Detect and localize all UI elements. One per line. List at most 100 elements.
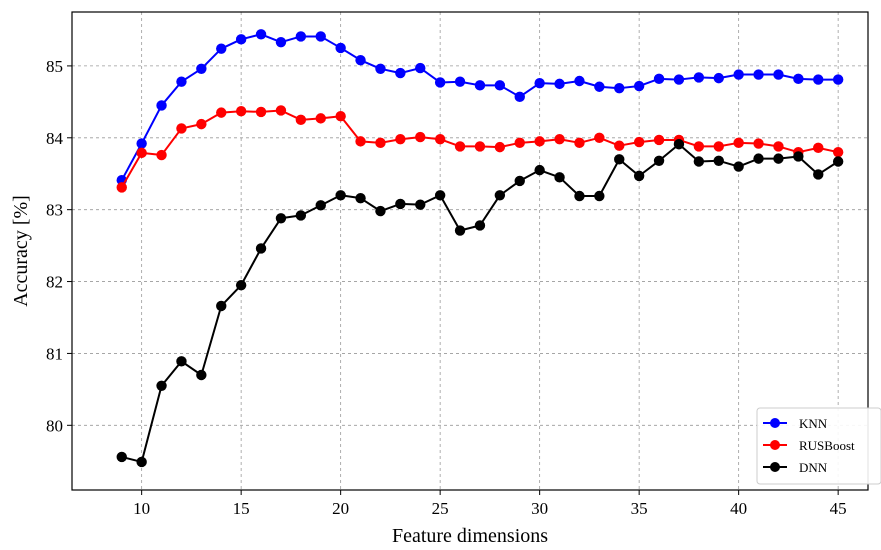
data-point-dnn [574,190,585,202]
data-point-dnn [534,164,545,176]
data-point-rusboost [375,137,386,149]
data-point-knn [415,62,426,74]
data-point-dnn [196,369,207,381]
data-point-knn [614,82,625,94]
data-point-dnn [156,380,167,391]
data-point-dnn [474,220,486,231]
data-point-dnn [494,190,506,201]
data-point-rusboost [653,134,665,146]
data-point-knn [156,100,167,111]
data-point-rusboost [494,141,506,153]
data-point-rusboost [614,140,625,151]
data-point-rusboost [574,137,585,149]
data-point-rusboost [295,114,307,126]
data-point-knn [355,54,366,66]
legend-box [756,407,881,485]
data-point-dnn [773,153,784,164]
legend-item-dnn: DNN [763,460,828,475]
data-point-knn [176,76,187,87]
x-tick-label: 20 [332,499,349,518]
y-axis-label: Accuracy [%] [10,195,32,307]
data-point-dnn [653,155,665,166]
data-point-knn [315,31,326,42]
x-tick-label: 40 [730,499,747,518]
data-point-rusboost [633,136,645,148]
data-point-dnn [375,205,386,217]
axis-ticks: 10 15 20 25 30 35 40 45 80 81 82 83 84 85 [46,57,847,518]
data-point-knn [793,73,804,85]
data-point-rusboost [713,141,724,152]
data-point-dnn [176,356,187,367]
data-point-knn [454,76,466,87]
x-tick-label: 15 [233,499,250,518]
data-point-rusboost [355,136,366,147]
data-point-dnn [434,190,446,201]
x-axis-label: Feature dimensions [392,525,548,547]
data-point-dnn [235,279,247,291]
data-point-dnn [673,139,685,150]
series-rusboost [116,105,844,193]
x-tick-label: 35 [631,499,648,518]
legend-marker [770,418,780,428]
data-point-dnn [594,190,605,202]
data-point-knn [255,29,267,40]
data-point-rusboost [474,141,486,152]
series-dnn [116,139,844,468]
data-point-rusboost [454,141,466,152]
data-point-rusboost [216,107,227,118]
legend-label: KNN [799,416,828,431]
data-point-rusboost [116,182,127,193]
data-point-knn [733,69,744,80]
y-tick-label: 84 [46,129,64,148]
data-point-knn [693,72,705,83]
y-tick-label: 83 [46,201,63,220]
data-point-rusboost [733,137,744,149]
legend-item-rusboost: RUSBoost [763,438,855,453]
data-point-knn [216,43,227,54]
data-point-dnn [514,175,525,187]
data-point-rusboost [773,141,784,152]
data-point-dnn [713,155,724,166]
data-point-dnn [693,156,705,167]
data-point-knn [474,80,486,91]
data-point-rusboost [514,137,525,149]
data-point-rusboost [255,106,267,118]
data-point-knn [395,67,406,79]
data-point-rusboost [813,142,824,154]
y-tick-label: 81 [46,344,63,363]
data-point-rusboost [176,123,187,134]
series-knn [116,29,844,186]
data-point-knn [673,74,685,85]
y-tick-label: 82 [46,273,63,292]
x-tick-label: 10 [133,499,150,518]
data-point-rusboost [832,146,844,158]
data-point-dnn [395,198,406,210]
data-point-knn [375,63,386,74]
data-point-rusboost [335,111,346,122]
data-point-dnn [355,192,366,204]
data-point-dnn [793,151,804,162]
data-point-rusboost [753,138,764,149]
x-tick-label: 30 [531,499,548,518]
legend-item-knn: KNN [763,416,828,431]
data-point-knn [753,69,764,80]
data-point-rusboost [275,105,287,116]
data-point-knn [773,69,784,80]
data-point-rusboost [434,134,446,145]
data-point-knn [832,74,844,85]
data-point-dnn [295,210,307,221]
data-point-rusboost [315,113,326,124]
data-point-knn [335,42,346,54]
data-point-rusboost [136,147,147,159]
series-layer [116,29,844,468]
data-point-rusboost [415,131,426,143]
series-line-dnn [121,143,839,463]
data-point-rusboost [594,132,605,143]
data-point-rusboost [693,141,705,152]
data-point-knn [713,72,724,84]
data-point-dnn [813,169,824,180]
data-point-dnn [454,225,466,236]
data-point-rusboost [395,134,406,145]
data-point-knn [136,138,147,149]
